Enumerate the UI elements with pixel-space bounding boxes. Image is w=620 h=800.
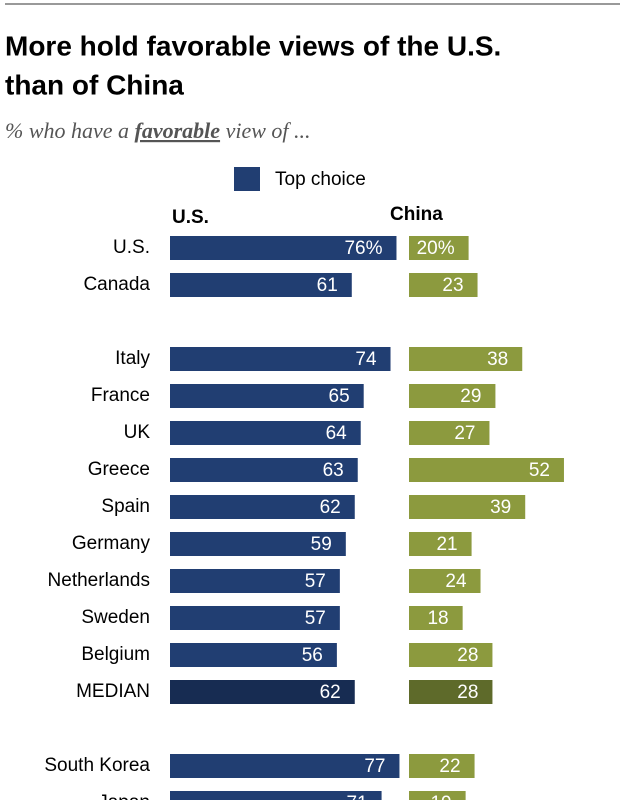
- chart-title: than of China: [5, 69, 184, 100]
- value-label: 59: [311, 534, 332, 555]
- category-label: Belgium: [81, 644, 150, 665]
- subtitle: % who have a favorable view of ...: [5, 118, 311, 143]
- category-label: Sweden: [81, 607, 150, 628]
- value-label: 24: [445, 571, 467, 592]
- value-label: 20%: [417, 238, 455, 259]
- bar: [170, 680, 355, 704]
- category-label: Canada: [83, 274, 150, 295]
- value-label: 65: [329, 386, 350, 407]
- legend-label: Top choice: [275, 169, 366, 190]
- value-label: 19: [430, 793, 451, 800]
- value-label: 21: [436, 534, 457, 555]
- category-label: France: [91, 385, 150, 406]
- bar: [170, 532, 346, 556]
- value-label: 29: [460, 386, 481, 407]
- bar: [170, 384, 364, 408]
- legend-swatch: [234, 167, 260, 191]
- value-label: 18: [427, 608, 448, 629]
- bar: [170, 791, 382, 800]
- chart-title: More hold favorable views of the U.S.: [5, 30, 501, 61]
- value-label: 74: [355, 349, 377, 370]
- value-label: 62: [320, 682, 341, 703]
- bar: [409, 754, 475, 778]
- bar: [170, 643, 337, 667]
- category-label: Spain: [101, 496, 150, 517]
- value-label: 76%: [344, 238, 382, 259]
- bar: [409, 236, 469, 260]
- category-label: Japan: [98, 792, 150, 800]
- category-label: U.S.: [113, 237, 150, 258]
- bar: [170, 569, 340, 593]
- value-label: 64: [326, 423, 348, 444]
- bar: [409, 606, 463, 630]
- value-label: 57: [305, 608, 326, 629]
- bar: [170, 495, 355, 519]
- value-label: 62: [320, 497, 341, 518]
- bar: [409, 421, 490, 445]
- category-label: Netherlands: [48, 570, 150, 591]
- value-label: 38: [487, 349, 508, 370]
- bar: [170, 347, 391, 371]
- bar: [409, 273, 478, 297]
- bar: [170, 606, 340, 630]
- category-label: Germany: [72, 533, 151, 554]
- series-header: China: [390, 204, 443, 225]
- bar: [170, 273, 352, 297]
- subtitle-emphasis: favorable: [135, 118, 221, 143]
- bar: [409, 384, 496, 408]
- value-label: 61: [317, 275, 338, 296]
- bar: [409, 458, 564, 482]
- value-label: 77: [364, 756, 385, 777]
- bar: [409, 495, 526, 519]
- value-label: 63: [323, 460, 344, 481]
- category-label: Italy: [115, 348, 150, 369]
- bar: [409, 347, 523, 371]
- bar: [170, 421, 361, 445]
- bar: [409, 791, 466, 800]
- bar: [409, 532, 472, 556]
- value-label: 23: [442, 275, 463, 296]
- value-label: 71: [346, 793, 367, 800]
- series-header: U.S.: [172, 207, 209, 228]
- category-label: Greece: [88, 459, 150, 480]
- value-label: 39: [490, 497, 511, 518]
- value-label: 52: [529, 460, 550, 481]
- value-label: 27: [454, 423, 475, 444]
- bar: [409, 643, 493, 667]
- bar: [170, 458, 358, 482]
- bar: [170, 754, 400, 778]
- category-label: UK: [124, 422, 151, 443]
- bar: [409, 569, 481, 593]
- bar: [409, 680, 493, 704]
- category-label: South Korea: [44, 755, 150, 776]
- subtitle-part: view of ...: [220, 118, 310, 143]
- value-label: 28: [457, 645, 478, 666]
- bar: [170, 236, 397, 260]
- value-label: 22: [439, 756, 460, 777]
- value-label: 57: [305, 571, 326, 592]
- value-label: 56: [302, 645, 323, 666]
- value-label: 28: [457, 682, 478, 703]
- subtitle-part: % who have a: [5, 118, 135, 143]
- category-label: MEDIAN: [76, 681, 150, 702]
